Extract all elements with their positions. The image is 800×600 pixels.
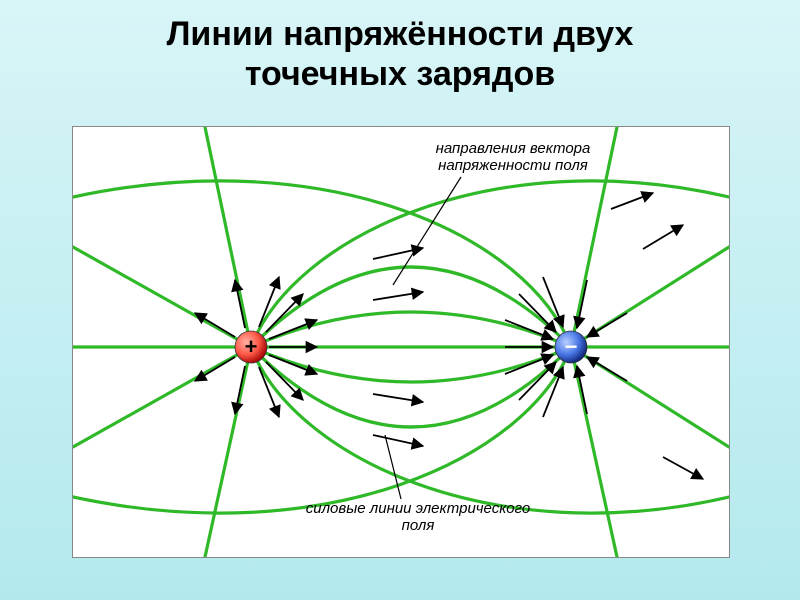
annotation-bottom-line2: поля (402, 517, 435, 534)
annotation-top-line2: напряженности поля (438, 157, 588, 174)
svg-text:−: − (565, 334, 578, 359)
annotation-field-lines: силовые линии электрического поля (273, 501, 563, 535)
svg-text:+: + (245, 334, 258, 359)
title-line-2: точечных зарядов (245, 55, 555, 93)
title-line-1: Линии напряжённости двух (167, 15, 634, 53)
annotation-leaders (385, 177, 461, 499)
field-lines (73, 127, 729, 557)
page-title: Линии напряжённости двух точечных зарядо… (0, 14, 800, 94)
direction-arrows (195, 193, 703, 479)
annotation-vector-direction: направления вектора напряженности поля (383, 141, 643, 175)
field-diagram-svg: +− (73, 127, 729, 557)
annotation-bottom-line1: силовые линии электрического (306, 500, 530, 517)
slide: Линии напряжённости двух точечных зарядо… (0, 0, 800, 600)
annotation-top-line1: направления вектора (436, 140, 591, 157)
dipole-field-figure: +− направления вектора напряженности пол… (72, 126, 730, 558)
